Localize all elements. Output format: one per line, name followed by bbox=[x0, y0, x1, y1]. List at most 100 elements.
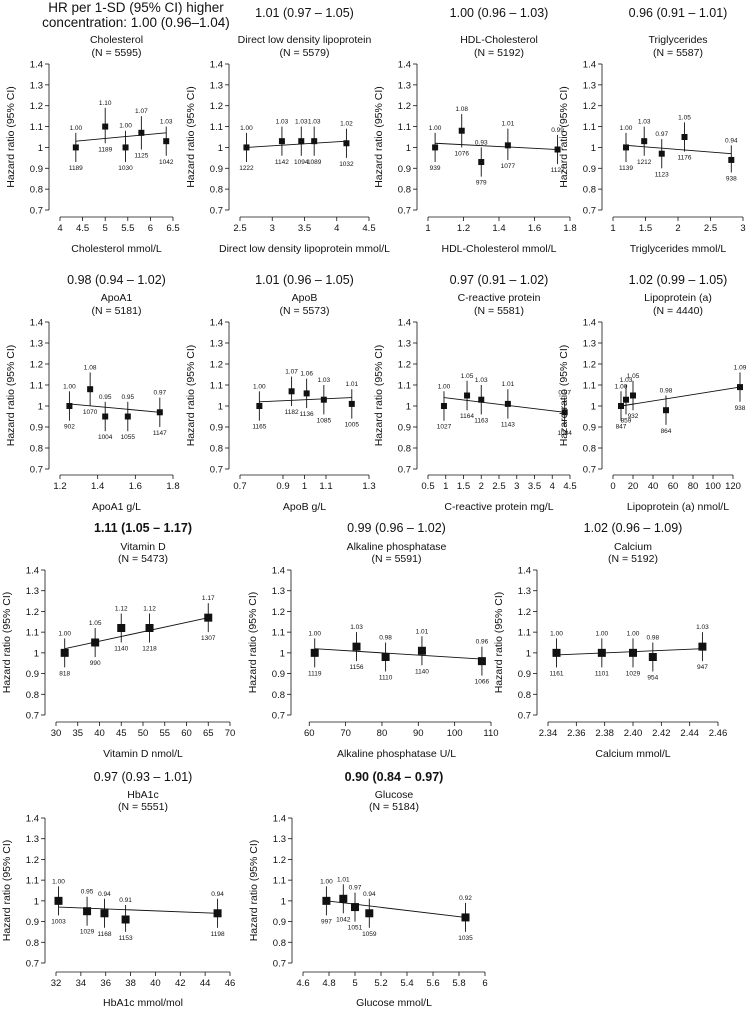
hr-point-label: 1.07 bbox=[135, 108, 148, 115]
x-tick-label: 70 bbox=[340, 728, 351, 739]
x-tick-label: 2.34 bbox=[539, 728, 558, 739]
trend-line bbox=[64, 617, 209, 650]
hr-point bbox=[737, 384, 743, 391]
x-tick-label: 4.5 bbox=[76, 223, 89, 234]
hr-point-label: 1.00 bbox=[615, 383, 628, 390]
n-point-label: 1176 bbox=[678, 155, 692, 162]
hr-point bbox=[432, 144, 439, 151]
n-point-label: 1030 bbox=[118, 165, 133, 172]
x-tick-label: 4 bbox=[550, 481, 555, 492]
panel-apob: 1.01 (0.96 – 1.05) ApoB(N = 5573) 1.4 1.3 1.… bbox=[185, 273, 376, 513]
n-point-label: 1085 bbox=[317, 417, 332, 424]
x-axis-label: Cholesterol mmol/L bbox=[71, 243, 162, 255]
x-tick-label: 1.6 bbox=[528, 223, 541, 234]
hr-point-label: 1.00 bbox=[429, 125, 442, 132]
panel-cholesterol: Cholesterol(N = 5595) 1.4 1.3 1.2 1.1 1 0.9 0.8… bbox=[5, 34, 180, 255]
x-axis-label: ApoA1 g/L bbox=[92, 501, 141, 513]
hr-point bbox=[303, 390, 310, 397]
y-tick-label: 1 bbox=[406, 143, 411, 154]
trend-line bbox=[625, 144, 732, 155]
hr-summary-label: 0.98 (0.94 – 1.02) bbox=[67, 273, 166, 287]
n-point-label: 1076 bbox=[454, 150, 469, 157]
y-tick-label: 0.7 bbox=[583, 206, 596, 217]
x-tick-label: 5.8 bbox=[452, 978, 465, 989]
sample-size-label: (N = 5192) bbox=[474, 47, 524, 59]
hr-point bbox=[102, 123, 109, 130]
y-tick-label: 1.2 bbox=[210, 360, 223, 371]
n-point-label: 1029 bbox=[626, 670, 641, 677]
hr-point bbox=[681, 134, 688, 140]
n-point-label: 1101 bbox=[595, 670, 609, 677]
y-tick-label: 0.8 bbox=[210, 185, 223, 196]
n-point-label: 1119 bbox=[308, 670, 322, 677]
y-tick-label: 1.4 bbox=[26, 814, 39, 825]
hr-summary-label: 0.90 (0.84 – 0.97) bbox=[345, 770, 444, 784]
x-tick-label: 6 bbox=[482, 978, 487, 989]
y-tick-label: 1.3 bbox=[273, 834, 286, 845]
y-tick-label: 1.3 bbox=[583, 80, 596, 91]
y-axis-label: Hazard ratio (95% CI) bbox=[373, 345, 385, 447]
panel-triglycerides: 0.96 (0.91 – 1.01) Triglycerides(N = 5587… bbox=[558, 6, 746, 255]
x-tick-label: 90 bbox=[413, 728, 424, 739]
hr-point-label: 1.00 bbox=[253, 383, 266, 390]
n-point-label: 1027 bbox=[437, 424, 452, 431]
trend-line bbox=[246, 140, 347, 148]
hr-point bbox=[417, 646, 426, 655]
hr-point-label: 1.01 bbox=[502, 121, 515, 128]
hr-point-label: 1.01 bbox=[416, 628, 429, 635]
y-tick-label: 1.3 bbox=[518, 586, 531, 597]
hr-point bbox=[54, 896, 63, 905]
hr-point-label: 1.03 bbox=[160, 119, 173, 126]
n-point-label: 1123 bbox=[655, 171, 669, 178]
hr-point bbox=[663, 407, 669, 414]
n-point-label: 1084 bbox=[557, 430, 572, 437]
hr-point bbox=[478, 396, 485, 403]
hr-point-label: 1.12 bbox=[115, 606, 128, 613]
x-tick-label: 5.2 bbox=[374, 978, 387, 989]
hr-point bbox=[698, 642, 707, 651]
y-tick-label: 1 bbox=[591, 402, 596, 413]
n-point-label: 1189 bbox=[69, 165, 83, 172]
x-tick-label: 3 bbox=[270, 223, 275, 234]
n-point-label: 902 bbox=[64, 424, 75, 431]
hr-point-label: 1.00 bbox=[119, 123, 132, 130]
hr-point bbox=[381, 653, 390, 661]
hr-point bbox=[124, 413, 131, 420]
y-tick-label: 1.2 bbox=[583, 360, 596, 371]
x-tick-label: 6 bbox=[148, 223, 153, 234]
x-tick-label: 60 bbox=[181, 728, 192, 739]
x-tick-label: 42 bbox=[175, 978, 186, 989]
hr-point-label: 1.10 bbox=[99, 100, 112, 107]
hr-summary-label: 1.02 (0.99 – 1.05) bbox=[629, 273, 728, 287]
y-tick-label: 1.4 bbox=[272, 566, 285, 577]
y-axis-label: Hazard ratio (95% CI) bbox=[373, 86, 385, 188]
hr-point-label: 1.01 bbox=[502, 381, 515, 388]
y-axis-label: Hazard ratio (95% CI) bbox=[493, 592, 505, 694]
x-tick-label: 3 bbox=[740, 223, 745, 234]
y-axis-label: Hazard ratio (95% CI) bbox=[185, 345, 197, 447]
y-tick-label: 1.4 bbox=[583, 60, 596, 71]
hr-point-label: 0.94 bbox=[363, 891, 376, 898]
n-point-label: 1143 bbox=[501, 422, 515, 429]
x-tick-label: 34 bbox=[76, 978, 87, 989]
n-point-label: 1042 bbox=[336, 916, 351, 923]
hr-point-label: 1.08 bbox=[84, 364, 97, 371]
panel-title: Triglycerides bbox=[648, 34, 707, 46]
x-tick-label: 2.40 bbox=[624, 728, 643, 739]
y-tick-label: 1.1 bbox=[210, 381, 223, 392]
x-tick-label: 2 bbox=[479, 481, 484, 492]
y-tick-label: 1.3 bbox=[210, 80, 223, 91]
y-tick-label: 0.7 bbox=[210, 465, 223, 476]
header-line-1: HR per 1-SD (95% CI) higher bbox=[48, 0, 224, 15]
n-point-label: 1042 bbox=[159, 159, 174, 166]
n-point-label: 1051 bbox=[348, 925, 363, 932]
sample-size-label: (N = 5184) bbox=[369, 801, 419, 813]
y-tick-label: 1.3 bbox=[26, 834, 39, 845]
y-tick-label: 1.3 bbox=[272, 586, 285, 597]
hr-point-label: 1.00 bbox=[550, 630, 563, 637]
y-tick-label: 0.7 bbox=[30, 465, 43, 476]
sample-size-label: (N = 4440) bbox=[653, 305, 703, 317]
panel-apoa1: 0.98 (0.94 – 1.02) ApoA1(N = 5181) 1.4 1.3 1… bbox=[5, 273, 180, 513]
hr-point-label: 0.95 bbox=[99, 394, 112, 401]
